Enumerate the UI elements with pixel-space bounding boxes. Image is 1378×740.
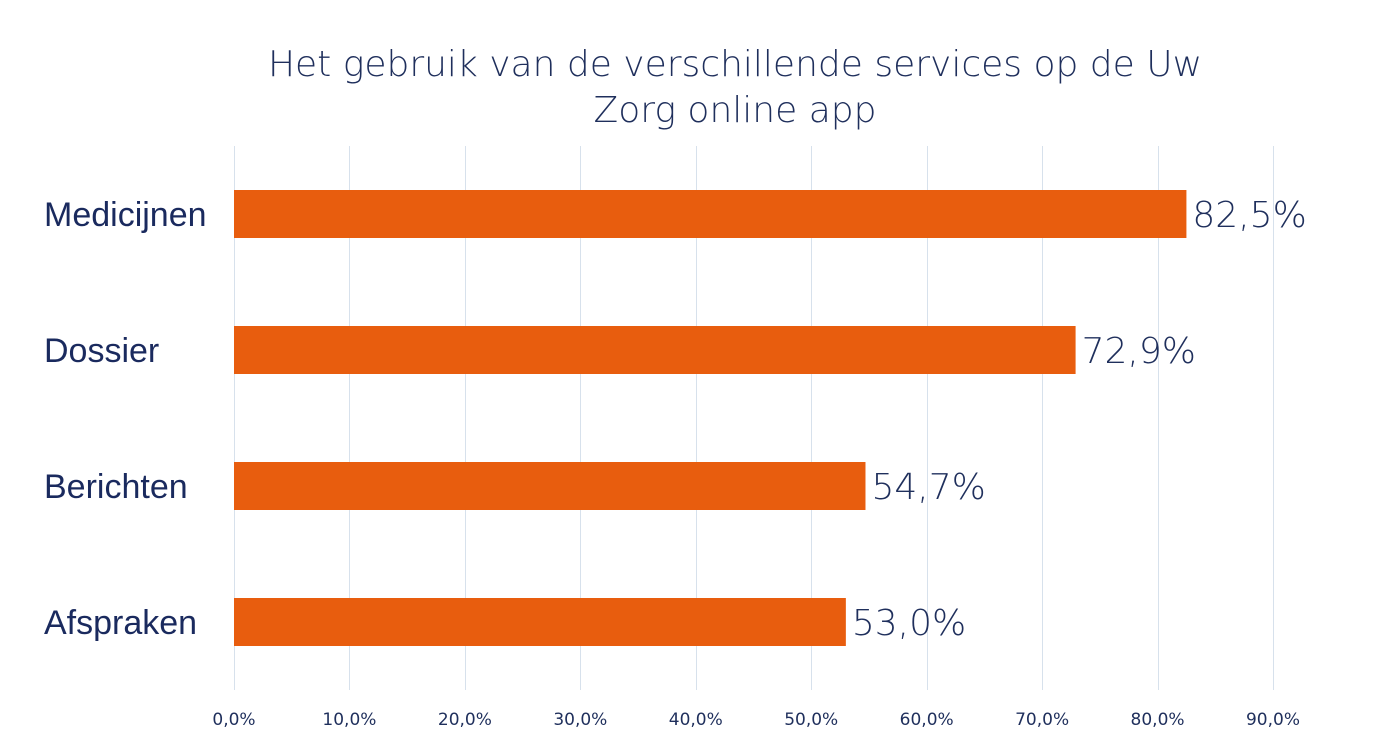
bar-medicijnen xyxy=(234,190,1187,238)
data-label-dossier: 72,9% xyxy=(1082,331,1196,372)
bar-dossier xyxy=(234,326,1076,374)
bar-berichten xyxy=(234,462,866,510)
x-tick-label-9: 90,0% xyxy=(1246,710,1300,730)
data-label-medicijnen: 82,5% xyxy=(1192,195,1306,236)
x-tick-label-2: 20,0% xyxy=(438,710,492,730)
category-label-dossier: Dossier xyxy=(44,332,159,370)
data-labels: 82,5% 72,9% 54,7% 53,0% xyxy=(852,195,1307,644)
bars xyxy=(234,190,1187,646)
category-label-berichten: Berichten xyxy=(44,468,188,506)
bar-afspraken xyxy=(234,598,846,646)
chart-title: Het gebruik van de verschillende service… xyxy=(268,44,1202,131)
category-label-medicijnen: Medicijnen xyxy=(44,196,207,234)
x-tick-label-3: 30,0% xyxy=(553,710,607,730)
chart-title-line-2: Zorg online app xyxy=(594,90,877,131)
x-axis-tick-labels: 0,0% 10,0% 20,0% 30,0% 40,0% 50,0% 60,0% 70,0% 8… xyxy=(212,710,1300,730)
x-tick-label-7: 70,0% xyxy=(1015,710,1069,730)
x-tick-label-5: 50,0% xyxy=(784,710,838,730)
chart-title-line-1: Het gebruik van de verschillende service… xyxy=(268,44,1202,85)
data-label-afspraken: 53,0% xyxy=(852,603,966,644)
category-labels: Medicijnen Dossier Berichten Afspraken xyxy=(44,196,207,642)
x-tick-label-6: 60,0% xyxy=(900,710,954,730)
category-label-afspraken: Afspraken xyxy=(44,604,197,642)
x-tick-label-0: 0,0% xyxy=(212,710,255,730)
data-label-berichten: 54,7% xyxy=(871,467,985,508)
x-tick-label-8: 80,0% xyxy=(1131,710,1185,730)
x-tick-label-4: 40,0% xyxy=(669,710,723,730)
x-tick-label-1: 10,0% xyxy=(322,710,376,730)
